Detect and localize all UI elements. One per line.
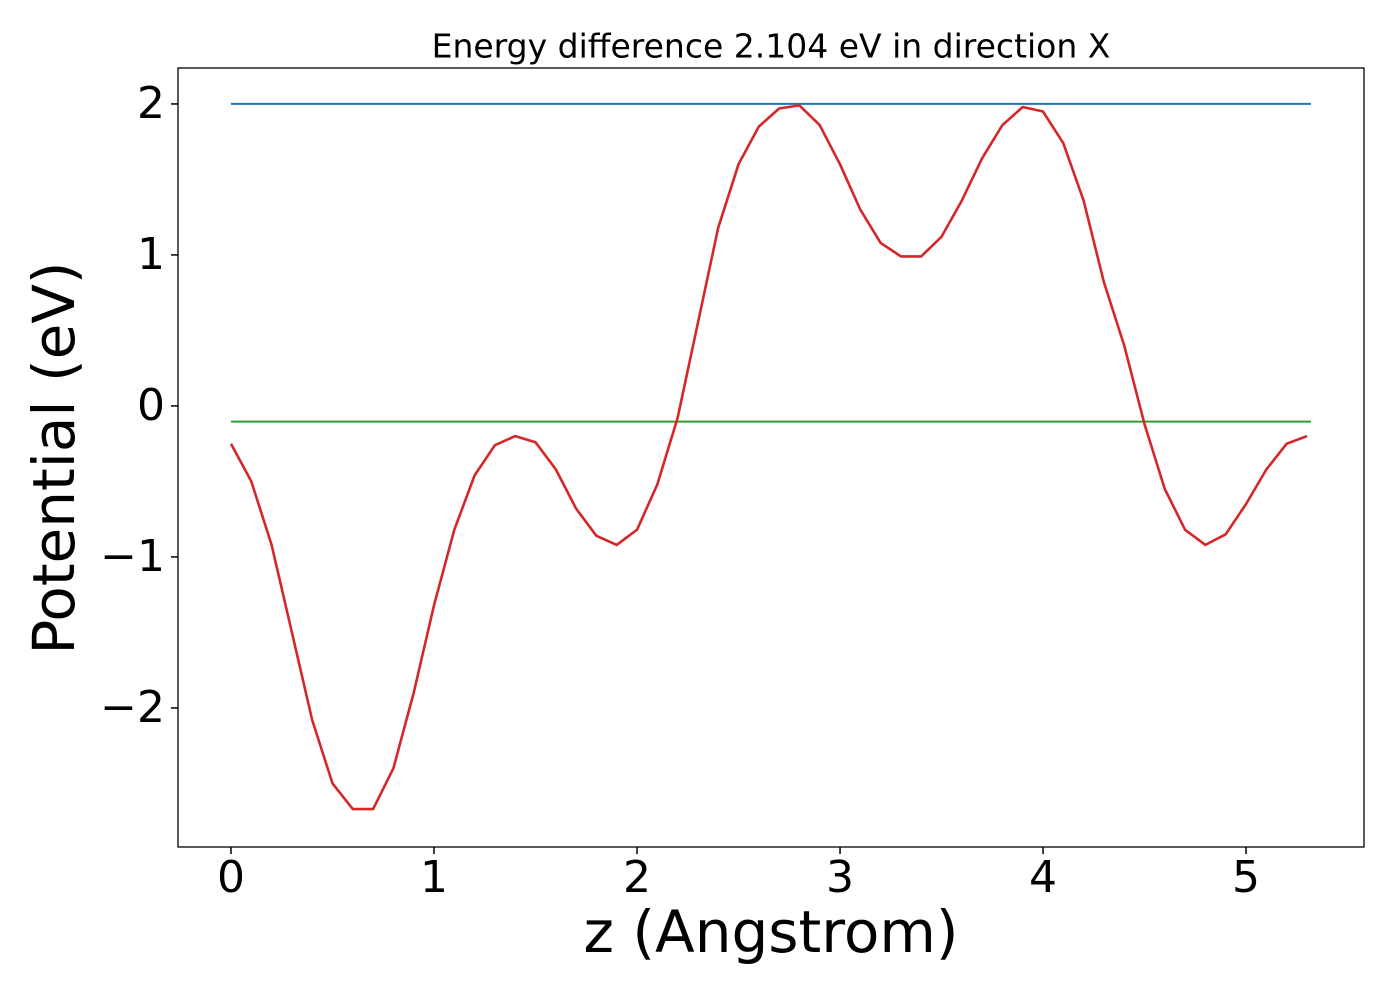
chart-title: Energy difference 2.104 eV in direction … (432, 27, 1111, 66)
data-line (229, 104, 1308, 811)
x-tick-label: 1 (420, 852, 448, 903)
y-tick-label: 2 (137, 78, 165, 129)
y-tick-label: −2 (100, 682, 165, 733)
y-tick-label: 0 (137, 380, 165, 431)
plot-frame (177, 67, 1365, 848)
x-tick-label: 2 (623, 852, 651, 903)
x-tick-label: 3 (826, 852, 854, 903)
x-tick-label: 4 (1029, 852, 1057, 903)
y-tick-label: −1 (100, 531, 165, 582)
x-tick-label: 0 (217, 852, 245, 903)
x-axis-label: z (Angstrom) (584, 898, 959, 966)
y-axis-label: Potential (eV) (20, 261, 88, 654)
y-tick-label: 1 (137, 229, 165, 280)
x-tick-label: 5 (1232, 852, 1260, 903)
